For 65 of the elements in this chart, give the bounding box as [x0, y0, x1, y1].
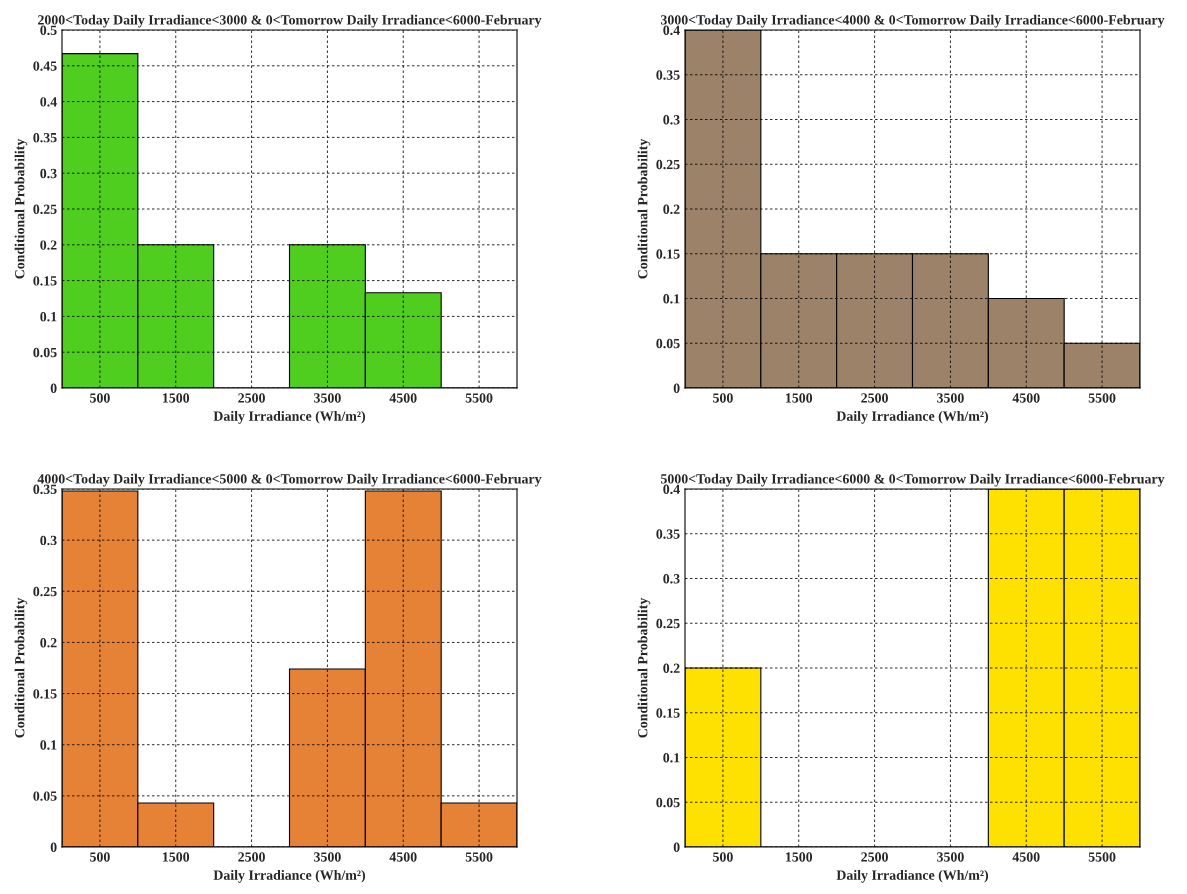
y-tick-label: 0.15 — [656, 249, 680, 259]
y-tick-label: 0.15 — [656, 708, 680, 718]
y-tick-label: 0 — [50, 383, 57, 393]
x-tick-label: 2500 — [861, 393, 888, 403]
x-tick-label: 5500 — [465, 393, 493, 403]
x-tick-label: 500 — [713, 393, 733, 403]
y-tick-label: 0.2 — [40, 240, 57, 250]
y-tick-label: 0.25 — [656, 618, 680, 629]
x-tick-label: 4500 — [1012, 852, 1040, 862]
x-tick-label: 500 — [90, 852, 110, 862]
x-tick-label: 1500 — [162, 852, 190, 862]
x-tick-label: 5500 — [1088, 393, 1116, 403]
y-tick-label: 0 — [673, 383, 680, 393]
x-tick-label: 3500 — [937, 852, 964, 862]
y-tick-label: 0.2 — [40, 638, 57, 648]
y-axis-title: Conditional Probability — [14, 138, 28, 279]
x-tick-label: 2500 — [238, 393, 265, 403]
y-tick-label: 0.15 — [33, 276, 57, 286]
x-axis-title: Daily Irradiance (Wh/m²) — [213, 870, 366, 883]
y-tick-label: 0.25 — [33, 204, 57, 215]
y-tick-label: 0.1 — [663, 753, 680, 763]
x-tick-label: 3500 — [937, 393, 964, 403]
x-tick-label: 2500 — [238, 852, 265, 862]
y-tick-label: 0.25 — [33, 586, 57, 597]
y-tick-label: 0.05 — [656, 797, 680, 808]
x-tick-label: 4500 — [389, 393, 417, 403]
x-tick-label: 5500 — [1088, 852, 1116, 862]
x-tick-label: 4500 — [1012, 393, 1040, 403]
y-tick-label: 0.2 — [663, 663, 680, 674]
y-tick-label: 0.1 — [663, 294, 680, 304]
y-tick-label: 0.35 — [656, 70, 680, 80]
x-tick-label: 500 — [713, 852, 733, 862]
y-tick-label: 0 — [673, 842, 680, 852]
y-tick-label: 0.35 — [656, 529, 680, 539]
y-axis-title: Conditional Probability — [14, 597, 28, 738]
x-axis-title: Daily Irradiance (Wh/m²) — [213, 411, 366, 424]
y-tick-label: 0.25 — [656, 159, 680, 170]
y-tick-label: 0.1 — [40, 311, 57, 322]
y-tick-label: 0.4 — [40, 97, 57, 107]
x-tick-label: 1500 — [785, 393, 813, 403]
x-tick-label: 4500 — [389, 852, 417, 862]
x-tick-label: 3500 — [314, 852, 341, 862]
y-tick-label: 0.05 — [33, 347, 57, 358]
y-tick-label: 0.3 — [663, 574, 680, 584]
y-tick-label: 0.2 — [663, 204, 680, 215]
x-axis-title: Daily Irradiance (Wh/m²) — [836, 870, 989, 883]
x-tick-label: 1500 — [785, 852, 813, 862]
x-tick-label: 5500 — [465, 852, 493, 862]
x-tick-label: 3500 — [314, 393, 341, 403]
x-tick-label: 1500 — [162, 393, 190, 403]
x-tick-label: 500 — [90, 393, 110, 403]
y-tick-label: 0.05 — [656, 338, 680, 349]
y-tick-label: 0.15 — [33, 689, 57, 699]
y-tick-label: 0.3 — [663, 115, 680, 125]
y-axis-title: Conditional Probability — [637, 597, 651, 738]
y-axis-title: Conditional Probability — [637, 138, 651, 279]
y-tick-label: 0.05 — [33, 791, 57, 801]
y-tick-label: 0.45 — [33, 61, 57, 71]
y-tick-label: 0 — [50, 842, 57, 852]
y-tick-label: 0.35 — [33, 132, 57, 143]
x-tick-label: 2500 — [861, 852, 888, 862]
y-tick-label: 0.3 — [40, 535, 57, 546]
x-axis-title: Daily Irradiance (Wh/m²) — [836, 411, 989, 424]
y-tick-label: 0.1 — [40, 740, 57, 750]
y-tick-label: 0.3 — [40, 168, 57, 179]
